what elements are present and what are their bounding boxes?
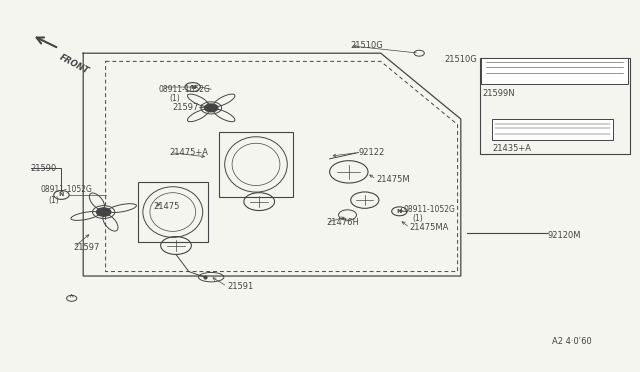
Text: N: N (59, 192, 64, 198)
Text: A2 4·0ʹ60: A2 4·0ʹ60 (552, 337, 591, 346)
Text: 21597: 21597 (74, 243, 100, 252)
Text: 21475MA: 21475MA (410, 223, 449, 232)
Text: 21475: 21475 (154, 202, 180, 211)
Text: 21510G: 21510G (350, 41, 383, 50)
Text: 21475+A: 21475+A (170, 148, 209, 157)
Text: 21475M: 21475M (376, 175, 410, 184)
Text: (1): (1) (413, 214, 424, 223)
Text: 21591: 21591 (227, 282, 253, 291)
Circle shape (205, 104, 218, 112)
Text: 08911-1052G: 08911-1052G (403, 205, 455, 214)
Text: FRONT: FRONT (58, 53, 90, 76)
Text: 21435+A: 21435+A (493, 144, 531, 153)
Text: 08911-1052G: 08911-1052G (40, 185, 92, 194)
Text: N: N (397, 209, 402, 214)
Text: (1): (1) (48, 196, 59, 205)
Bar (219, 132, 293, 197)
Text: 21476H: 21476H (326, 218, 359, 227)
Text: N: N (190, 84, 195, 90)
Text: (1): (1) (170, 94, 180, 103)
Text: 21590: 21590 (31, 164, 57, 173)
Bar (480, 58, 630, 154)
Text: 21597+A: 21597+A (173, 103, 212, 112)
Bar (492, 119, 613, 140)
Text: 92120M: 92120M (547, 231, 580, 240)
Bar (481, 58, 628, 84)
Text: 21510G: 21510G (445, 55, 477, 64)
Text: 08911-1052G: 08911-1052G (159, 85, 211, 94)
Text: 21599N: 21599N (483, 89, 515, 97)
Text: 92122: 92122 (358, 148, 385, 157)
Bar (138, 182, 208, 242)
Circle shape (97, 208, 111, 216)
